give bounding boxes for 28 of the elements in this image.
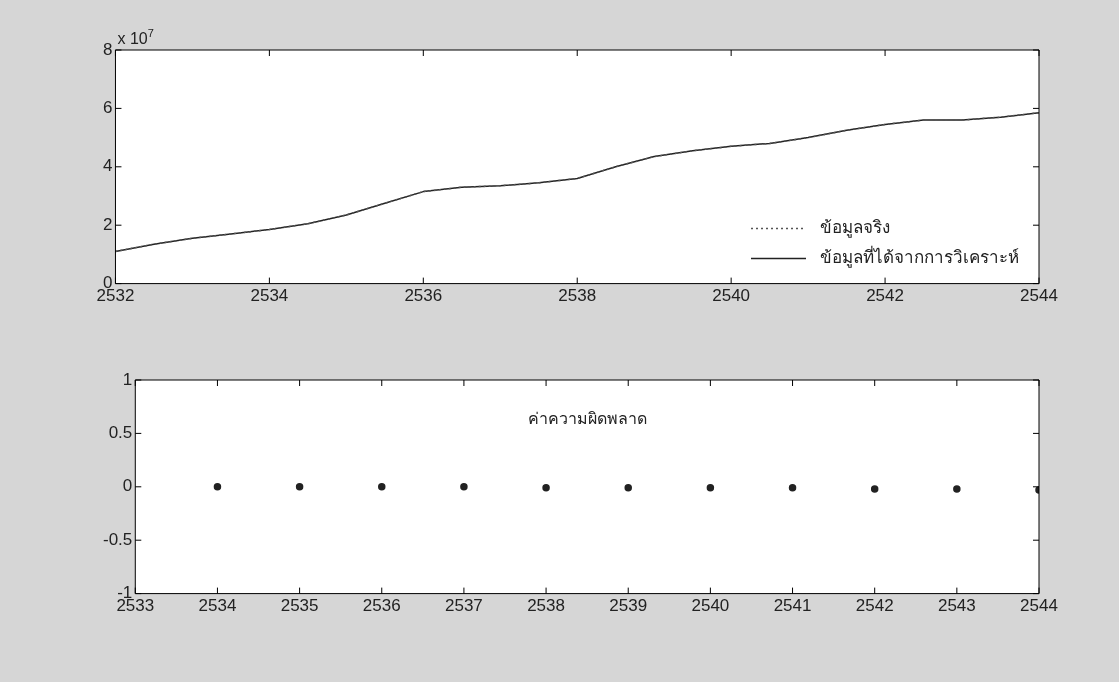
y-tick-label: 4	[102, 156, 113, 176]
x-tick-label: 2538	[558, 286, 597, 306]
y-tick-label: 2	[102, 214, 113, 234]
x-tick-label: 2544	[1020, 286, 1058, 306]
x-tick-label: 2544	[1020, 596, 1058, 616]
x-tick-label: 2541	[773, 596, 812, 616]
y-tick-label: 0.5	[108, 423, 133, 443]
x-tick-label: 2538	[527, 596, 565, 616]
x-tick-label: 2540	[691, 596, 730, 616]
x-tick-label: 2542	[866, 286, 904, 306]
x-tick-label: 2539	[609, 596, 648, 616]
x-tick-label: 2543	[937, 596, 976, 616]
y-tick-label: 8	[102, 39, 113, 59]
y-tick-label: 6	[102, 98, 113, 118]
x-tick-label: 2535	[280, 596, 319, 616]
x-tick-label: 2540	[712, 286, 751, 306]
x-tick-label: 2537	[445, 596, 483, 616]
annotation: ค่าความผิดพลาด	[527, 410, 647, 428]
x-tick-label: 2542	[855, 596, 894, 616]
legend-label: ข้อมูลจริง	[820, 218, 890, 239]
x-tick-label: 2536	[362, 596, 401, 616]
y-tick-label: 0	[122, 476, 133, 496]
y-tick-label: 1	[122, 369, 133, 389]
y-tick-label: -0.5	[103, 529, 133, 549]
x-tick-label: 2534	[198, 596, 237, 616]
x-tick-label: 2534	[250, 286, 289, 306]
x-tick-label: 2536	[404, 286, 443, 306]
legend-label: ข้อมูลที่ได้จากการวิเคราะห์	[820, 245, 1019, 269]
